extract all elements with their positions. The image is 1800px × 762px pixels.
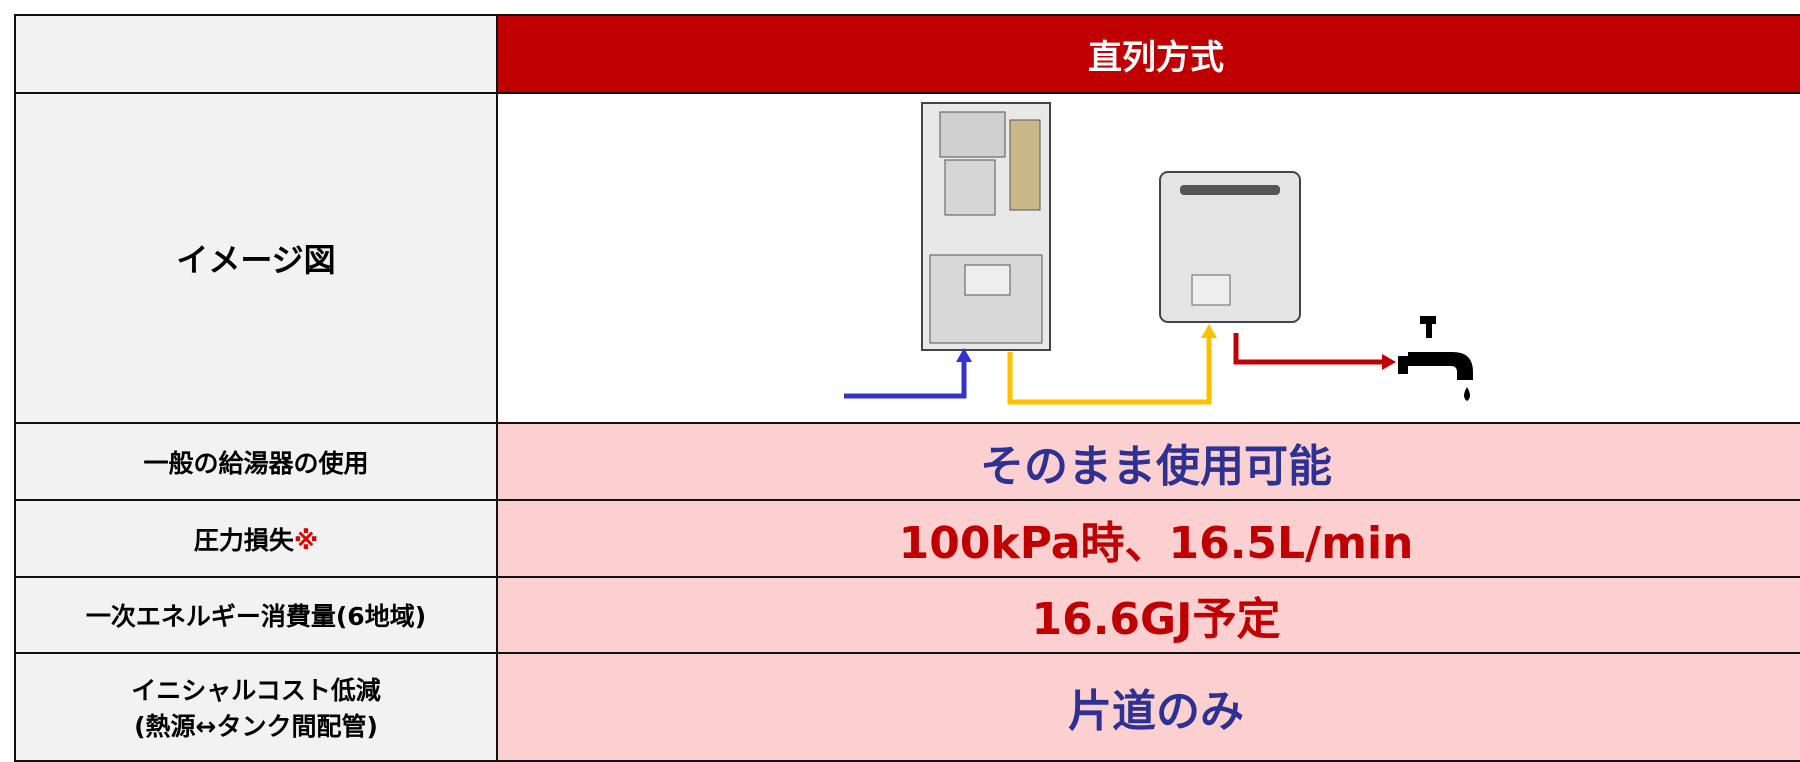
faucet [1398, 316, 1473, 401]
label-text: イニシャルコスト低減 [131, 676, 381, 705]
link-pipe [1007, 336, 1212, 405]
row-value: 100kPa時、16.5L/min [496, 499, 1800, 578]
label-text: 圧力損失 [193, 525, 294, 555]
outflow-pipe [1233, 333, 1384, 365]
row-value: 16.6GJ予定 [496, 576, 1800, 654]
unit-window [964, 264, 1011, 296]
arrow-head [1201, 324, 1217, 338]
label-text: 一般の給湯器の使用 [143, 448, 369, 478]
row-value: そのまま使用可能 [496, 422, 1800, 501]
diagram [844, 102, 1473, 405]
unit-panel [939, 111, 1006, 158]
arrow-head [956, 348, 972, 362]
header-blank [14, 14, 498, 94]
image-cell [496, 92, 1800, 424]
value-text: そのまま使用可能 [980, 440, 1332, 492]
heater-vent [1180, 185, 1280, 195]
note-mark: ※ [293, 525, 319, 555]
header-text: 直列方式 [1088, 37, 1224, 78]
label-line: 圧力損失※ [194, 521, 318, 557]
unit-pipes [1009, 119, 1041, 211]
row-value: 片道のみ [496, 652, 1800, 762]
value-text: 片道のみ [1068, 686, 1244, 737]
inflow-pipe [844, 360, 967, 399]
value-text: 16.6GJ予定 [1031, 594, 1281, 645]
row-label: イニシャルコスト低減 (熱源↔タンク間配管) [14, 652, 498, 762]
label-text: イメージ図 [176, 241, 336, 279]
label-text: (熱源↔タンク間配管) [134, 712, 378, 741]
value-text: 100kPa時、16.5L/min [898, 517, 1414, 569]
row-label: 圧力損失※ [14, 499, 498, 578]
unit-panel [944, 159, 996, 216]
diagram-group [844, 102, 1473, 405]
heater-panel [1191, 274, 1231, 306]
label-text: 一次エネルギー消費量(6地域) [85, 602, 427, 631]
arrow-head [1382, 354, 1396, 370]
row-label: 一次エネルギー消費量(6地域) [14, 576, 498, 654]
row-label: 一般の給湯器の使用 [14, 422, 498, 501]
header-title: 直列方式 [496, 14, 1800, 94]
row-label: イメージ図 [14, 92, 498, 424]
